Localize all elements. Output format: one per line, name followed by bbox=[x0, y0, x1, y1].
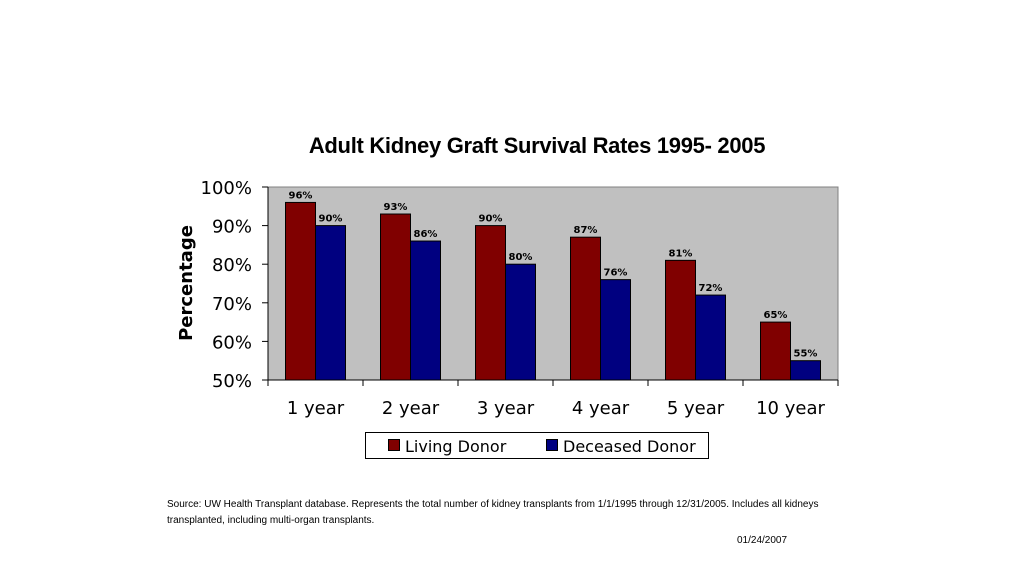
bars-group bbox=[285, 201, 821, 381]
data-label: 76% bbox=[604, 268, 628, 279]
y-tick-label: 70% bbox=[212, 294, 252, 315]
bar-living-donor-2-year bbox=[380, 213, 411, 381]
data-label: 90% bbox=[479, 214, 503, 225]
bar-deceased-donor-5-year bbox=[695, 294, 726, 381]
data-label: 72% bbox=[699, 283, 723, 294]
data-label: 55% bbox=[794, 349, 818, 360]
legend-label-deceased-donor: Deceased Donor bbox=[563, 437, 696, 456]
x-tick-label: 4 year bbox=[572, 398, 630, 419]
bar-deceased-donor-1-year bbox=[315, 225, 346, 381]
plot-area bbox=[267, 186, 839, 381]
bar-deceased-donor-3-year bbox=[505, 263, 536, 381]
bar-living-donor-5-year bbox=[665, 259, 696, 381]
y-tick-label: 80% bbox=[212, 255, 252, 276]
bar-living-donor-10-year bbox=[760, 321, 791, 381]
bar-deceased-donor-10-year bbox=[790, 360, 821, 381]
x-tick-label: 3 year bbox=[477, 398, 535, 419]
data-label: 81% bbox=[669, 248, 693, 259]
labels-group: 96% 90% 1 year 93% 86% 2 year 90% 80% 3 year 87% 7… bbox=[201, 178, 826, 419]
bar-living-donor-3-year bbox=[475, 225, 506, 381]
data-label: 80% bbox=[509, 252, 533, 263]
x-tick-label: 1 year bbox=[287, 398, 345, 419]
date-stamp: 01/24/2007 bbox=[737, 535, 788, 546]
bar-living-donor-4-year bbox=[570, 236, 601, 381]
legend-swatch-deceased-donor bbox=[546, 439, 558, 451]
legend-label-living-donor: Living Donor bbox=[405, 437, 507, 456]
x-tick-label: 5 year bbox=[667, 398, 725, 419]
y-tick-label: 60% bbox=[212, 332, 252, 353]
legend: Living Donor Deceased Donor bbox=[365, 432, 709, 459]
source-note: Source: UW Health Transplant database. R… bbox=[167, 499, 819, 526]
x-tick-label: 10 year bbox=[756, 398, 825, 419]
y-axis-label: Percentage bbox=[176, 225, 197, 341]
y-tick-label: 50% bbox=[212, 371, 252, 392]
data-label: 90% bbox=[319, 214, 343, 225]
data-label: 96% bbox=[289, 190, 313, 201]
data-label: 87% bbox=[574, 225, 598, 236]
y-tick-label: 90% bbox=[212, 217, 252, 238]
legend-item-deceased-donor: Deceased Donor bbox=[546, 437, 696, 456]
y-tick-label: 100% bbox=[201, 178, 252, 199]
bar-deceased-donor-4-year bbox=[600, 279, 631, 381]
x-tick-label: 2 year bbox=[382, 398, 440, 419]
bar-living-donor-1-year bbox=[285, 201, 316, 381]
axes-group bbox=[262, 186, 839, 386]
legend-item-living-donor: Living Donor bbox=[388, 437, 506, 456]
bar-deceased-donor-2-year bbox=[410, 240, 441, 381]
chart-title: Adult Kidney Graft Survival Rates 1995- … bbox=[308, 133, 766, 158]
data-label: 65% bbox=[764, 310, 788, 321]
legend-swatch-living-donor bbox=[388, 439, 400, 451]
data-label: 93% bbox=[384, 202, 408, 213]
data-label: 86% bbox=[414, 229, 438, 240]
